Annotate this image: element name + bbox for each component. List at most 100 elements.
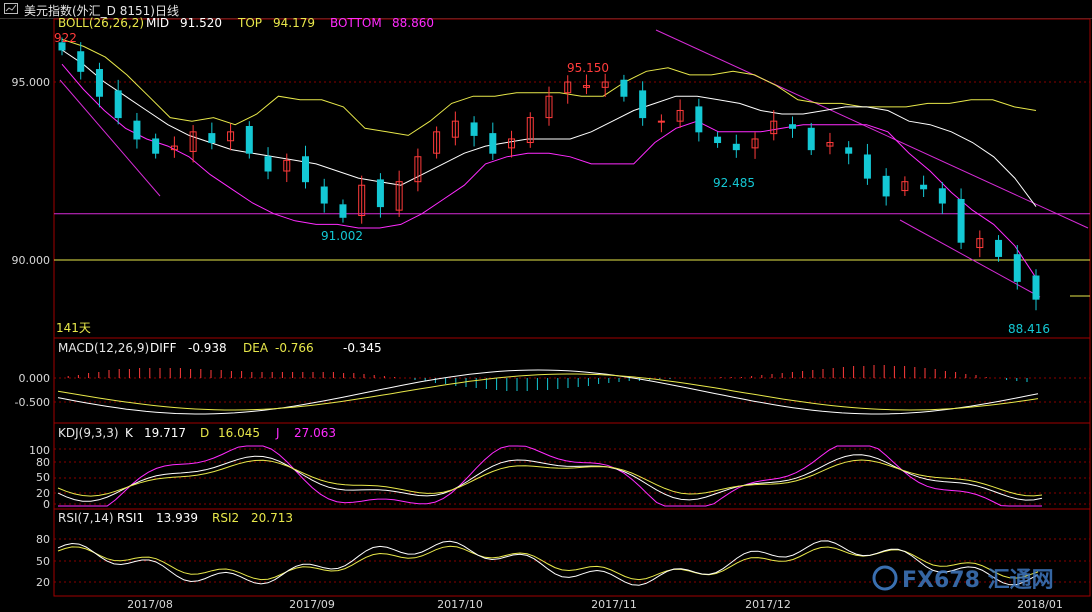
candle-body xyxy=(339,204,347,218)
boll-bottom-label: BOTTOM xyxy=(330,16,382,30)
macd-dea-value: -0.766 xyxy=(275,341,314,355)
kdj-tick-100: 100 xyxy=(29,444,50,457)
candle-body xyxy=(208,133,216,144)
candle-body xyxy=(807,127,815,151)
window-title: 美元指数(外汇_D 8151)日线 xyxy=(24,4,179,18)
watermark-logo-icon xyxy=(872,565,898,591)
x-axis: 2017/08 2017/09 2017/10 2017/11 2017/12 … xyxy=(127,598,1063,611)
boll-mid-line xyxy=(61,49,1037,207)
trendline-down xyxy=(655,29,1089,229)
kdj-j-value: 27.063 xyxy=(294,426,336,440)
candle-body xyxy=(283,159,291,172)
rsi-tick-50: 50 xyxy=(36,555,50,568)
boll-bottom-value: 88.860 xyxy=(392,16,434,30)
candle-body xyxy=(433,131,441,154)
watermark: FX678 汇通网 xyxy=(872,565,1054,593)
candle-body xyxy=(732,143,740,151)
candle-body xyxy=(189,131,197,152)
boll-mid-label: MID xyxy=(146,16,169,30)
candle-body xyxy=(114,90,122,119)
rsi2-label: RSI2 xyxy=(212,511,239,525)
candle-body xyxy=(170,145,178,151)
price-panel xyxy=(54,29,1090,311)
price-tick-95: 95.000 xyxy=(12,76,51,89)
candle-body xyxy=(620,79,628,97)
rsi-panel xyxy=(57,540,1039,586)
macd-diff-value: -0.938 xyxy=(188,341,227,355)
candle-body xyxy=(526,117,534,144)
x-tick-sep: 2017/09 xyxy=(289,598,335,611)
macd-tick-neg05: -0.500 xyxy=(15,396,50,409)
annotation-low2: 92.485 xyxy=(713,176,755,190)
macd-hist-value: -0.345 xyxy=(343,341,382,355)
candle-body xyxy=(376,179,384,208)
rsi2-line xyxy=(57,545,1039,581)
kdj-panel xyxy=(57,445,1043,507)
rsi1-line xyxy=(57,540,1039,586)
candle-body xyxy=(1032,275,1040,300)
x-tick-jan: 2018/01 xyxy=(1017,598,1063,611)
candle-body xyxy=(976,238,984,249)
candle-body xyxy=(133,120,141,140)
kdj-label: KDJ(9,3,3) xyxy=(58,426,119,440)
kdj-k-line xyxy=(57,454,1043,502)
boll-bottom-line xyxy=(61,63,1037,279)
rsi-tick-20: 20 xyxy=(36,576,50,589)
annotation-low1: 91.002 xyxy=(321,229,363,243)
candle-body xyxy=(77,51,85,72)
macd-label: MACD(12,26,9) xyxy=(58,341,149,355)
x-tick-nov: 2017/11 xyxy=(591,598,637,611)
kdj-tick-20: 20 xyxy=(36,487,50,500)
rsi-tick-80: 80 xyxy=(36,533,50,546)
macd-diff-line xyxy=(57,369,1039,415)
candle-body xyxy=(95,69,103,97)
kdj-tick-80: 80 xyxy=(36,456,50,469)
candle-body xyxy=(227,131,235,142)
candle-body xyxy=(245,126,253,154)
rsi-axis: 80 50 20 xyxy=(36,533,50,589)
candle-body xyxy=(695,106,703,133)
macd-dea-label: DEA xyxy=(243,341,269,355)
x-tick-oct: 2017/10 xyxy=(437,598,483,611)
candle-body xyxy=(302,156,309,183)
boll-top-value: 94.179 xyxy=(273,16,315,30)
kdj-k-value: 19.717 xyxy=(144,426,186,440)
candle-body xyxy=(564,81,572,94)
macd-header: MACD(12,26,9) DIFF -0.938 DEA -0.766 -0.… xyxy=(58,341,382,355)
x-tick-dec: 2017/12 xyxy=(745,598,791,611)
candle-body xyxy=(901,181,909,192)
macd-diff-label: DIFF xyxy=(150,341,177,355)
candle-body xyxy=(320,186,328,204)
candle-body xyxy=(470,122,478,136)
candle-body xyxy=(957,198,965,243)
watermark-text: FX678 汇通网 xyxy=(902,568,1054,593)
candle-body xyxy=(1013,254,1021,282)
candle-body xyxy=(451,120,459,138)
candle-body xyxy=(770,120,778,135)
candle-body xyxy=(395,181,403,211)
price-tick-90: 90.000 xyxy=(12,254,51,267)
trendline-right xyxy=(899,219,1041,298)
boll-label: BOLL(26,26,2) xyxy=(58,16,144,30)
candle-body xyxy=(863,154,871,179)
kdj-k-label: K xyxy=(125,426,134,440)
macd-panel xyxy=(57,365,1039,415)
candle-body xyxy=(264,156,272,172)
kdj-tick-0: 0 xyxy=(43,498,50,511)
kdj-d-value: 16.045 xyxy=(218,426,260,440)
kdj-d-line xyxy=(57,459,1043,497)
kdj-d-label: D xyxy=(200,426,209,440)
candle-body xyxy=(826,142,834,147)
boll-header: BOLL(26,26,2) MID 91.520 TOP 94.179 BOTT… xyxy=(58,16,434,30)
price-axis: 95.000 90.000 xyxy=(12,76,51,267)
candle-body xyxy=(58,42,66,51)
rsi2-value: 20.713 xyxy=(251,511,293,525)
candle-body xyxy=(845,147,853,154)
candle-body xyxy=(152,138,160,154)
annotation-left-high: 922 xyxy=(54,31,77,45)
candle-body xyxy=(545,95,553,119)
kdj-j-line xyxy=(58,445,1042,507)
candle-body xyxy=(676,109,684,122)
candle-body xyxy=(995,239,1003,257)
